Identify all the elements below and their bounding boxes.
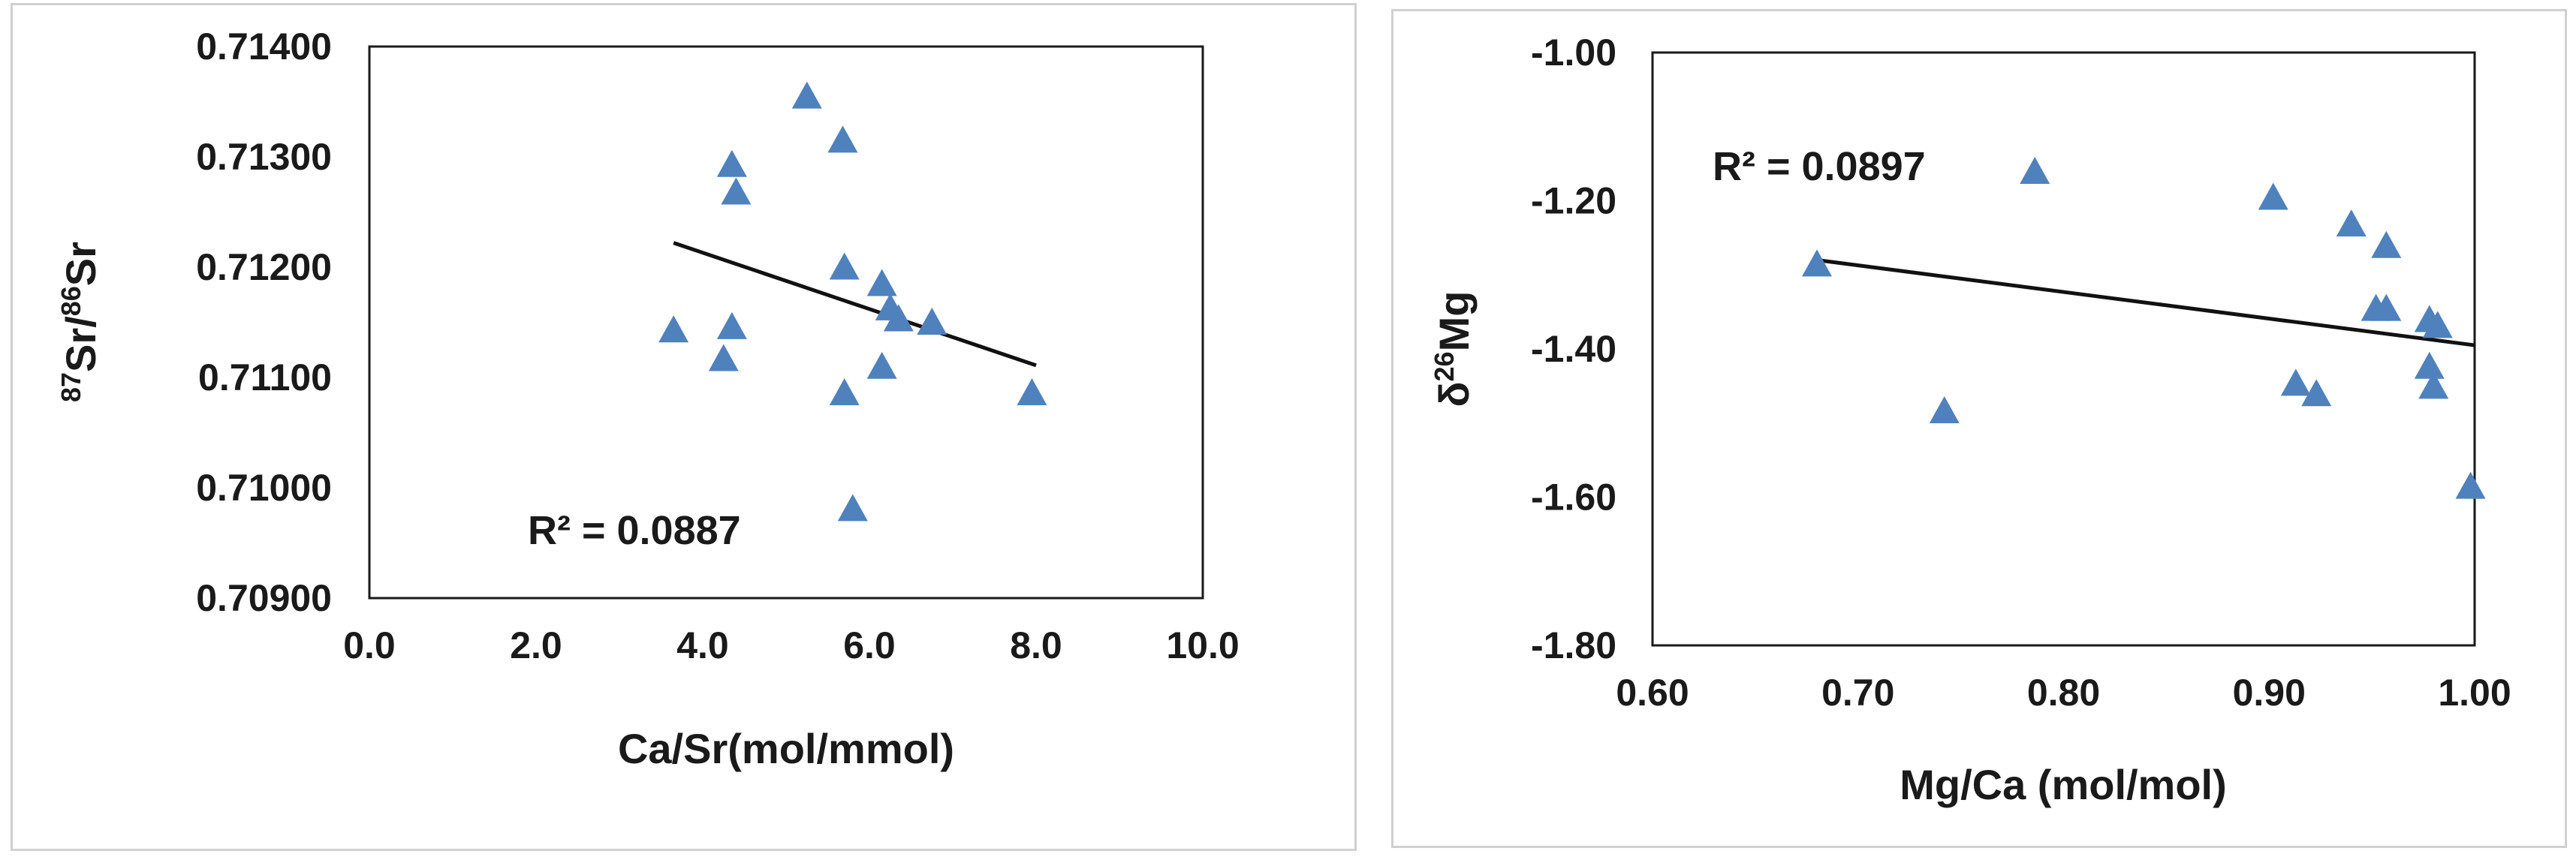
data-point xyxy=(827,125,858,153)
data-point xyxy=(2371,293,2402,321)
y-tick-label: 0.71400 xyxy=(196,26,332,68)
y-axis-title-superscript: 26 xyxy=(1429,351,1460,381)
y-tick-label: -1.60 xyxy=(1531,477,1616,519)
y-axis-title-text: Sr/ xyxy=(57,316,104,372)
data-point xyxy=(2418,371,2449,399)
plot-area xyxy=(368,45,1204,600)
data-point xyxy=(883,304,914,332)
x-tick-label: 10.0 xyxy=(1166,624,1239,666)
r-squared-label: R² = 0.0887 xyxy=(528,508,741,553)
chart-panel-sr-isotope: 0.0 2.0 4.0 6.0 8.0 10.0 0.70900 0.71000 0.71100… xyxy=(11,3,1357,851)
y-tick-label: -1.00 xyxy=(1531,32,1616,74)
data-point xyxy=(2422,311,2453,338)
x-tick-label: 1.00 xyxy=(2438,672,2511,714)
y-tick-label: 0.71100 xyxy=(198,356,332,398)
x-tick-label: 4.0 xyxy=(676,624,729,666)
y-axis-title: 87Sr/86Sr xyxy=(56,242,104,402)
chart-panel-mg-isotope: 0.60 0.70 0.80 0.90 1.00 -1.80 -1.60 -1.40 -1.20… xyxy=(1391,9,2567,848)
data-point xyxy=(721,177,752,205)
x-tick-label: 0.60 xyxy=(1616,672,1689,714)
trendline xyxy=(1816,258,2475,347)
y-axis-title: δ26Mg xyxy=(1429,291,1478,407)
data-point xyxy=(716,149,747,177)
y-tick-label: -1.20 xyxy=(1531,180,1616,222)
y-axis-title-text: δ xyxy=(1430,381,1478,407)
data-point xyxy=(2258,182,2288,210)
x-axis-title: Mg/Ca (mol/mol) xyxy=(1900,761,2227,808)
data-point xyxy=(837,494,868,522)
data-point xyxy=(866,269,897,296)
data-point xyxy=(791,81,822,109)
r-squared-label: R² = 0.0897 xyxy=(1713,144,1926,189)
data-point xyxy=(2020,156,2050,184)
scatter-chart-sr-vs-casr: 0.0 2.0 4.0 6.0 8.0 10.0 0.70900 0.71000 0.71100… xyxy=(56,26,1240,772)
data-point xyxy=(2455,471,2486,499)
y-tick-label: 0.71000 xyxy=(196,467,332,509)
x-tick-label: 2.0 xyxy=(510,624,562,666)
data-point xyxy=(716,311,747,339)
data-point xyxy=(708,344,739,371)
data-point xyxy=(1802,249,1832,277)
y-tick-label: 0.71200 xyxy=(196,246,332,288)
x-tick-label: 0.70 xyxy=(1821,672,1894,714)
data-point xyxy=(1929,395,1960,423)
x-tick-label: 6.0 xyxy=(843,624,896,666)
y-axis-title-text: Mg xyxy=(1430,291,1478,352)
x-axis-title: Ca/Sr(mol/mmol) xyxy=(618,725,954,772)
scatter-chart-dmg-vs-mgca: 0.60 0.70 0.80 0.90 1.00 -1.80 -1.60 -1.40 -1.20… xyxy=(1429,32,2511,808)
data-point xyxy=(2301,379,2332,407)
x-tick-label: 0.90 xyxy=(2233,672,2306,714)
x-tick-label: 0.80 xyxy=(2027,672,2100,714)
data-point xyxy=(2414,351,2445,379)
y-axis-title-text: Sr xyxy=(57,242,104,286)
y-axis-title-superscript: 87 xyxy=(56,372,86,402)
data-point xyxy=(829,252,860,280)
y-tick-label: 0.71300 xyxy=(196,136,332,178)
y-axis-title-superscript: 86 xyxy=(56,286,86,316)
data-point xyxy=(2280,368,2311,396)
trendline xyxy=(673,241,1037,368)
data-point xyxy=(2371,230,2402,258)
data-point xyxy=(866,351,897,379)
y-tick-label: -1.80 xyxy=(1531,624,1616,666)
plot-area xyxy=(1651,51,2476,647)
data-point xyxy=(829,378,860,406)
x-tick-label: 8.0 xyxy=(1010,624,1062,666)
y-tick-label: -1.40 xyxy=(1531,328,1616,370)
data-point xyxy=(2336,209,2367,237)
x-tick-label: 0.0 xyxy=(343,624,396,666)
data-point xyxy=(917,307,948,335)
data-point xyxy=(658,315,689,343)
y-tick-label: 0.70900 xyxy=(196,577,332,619)
data-point xyxy=(1017,378,1047,406)
